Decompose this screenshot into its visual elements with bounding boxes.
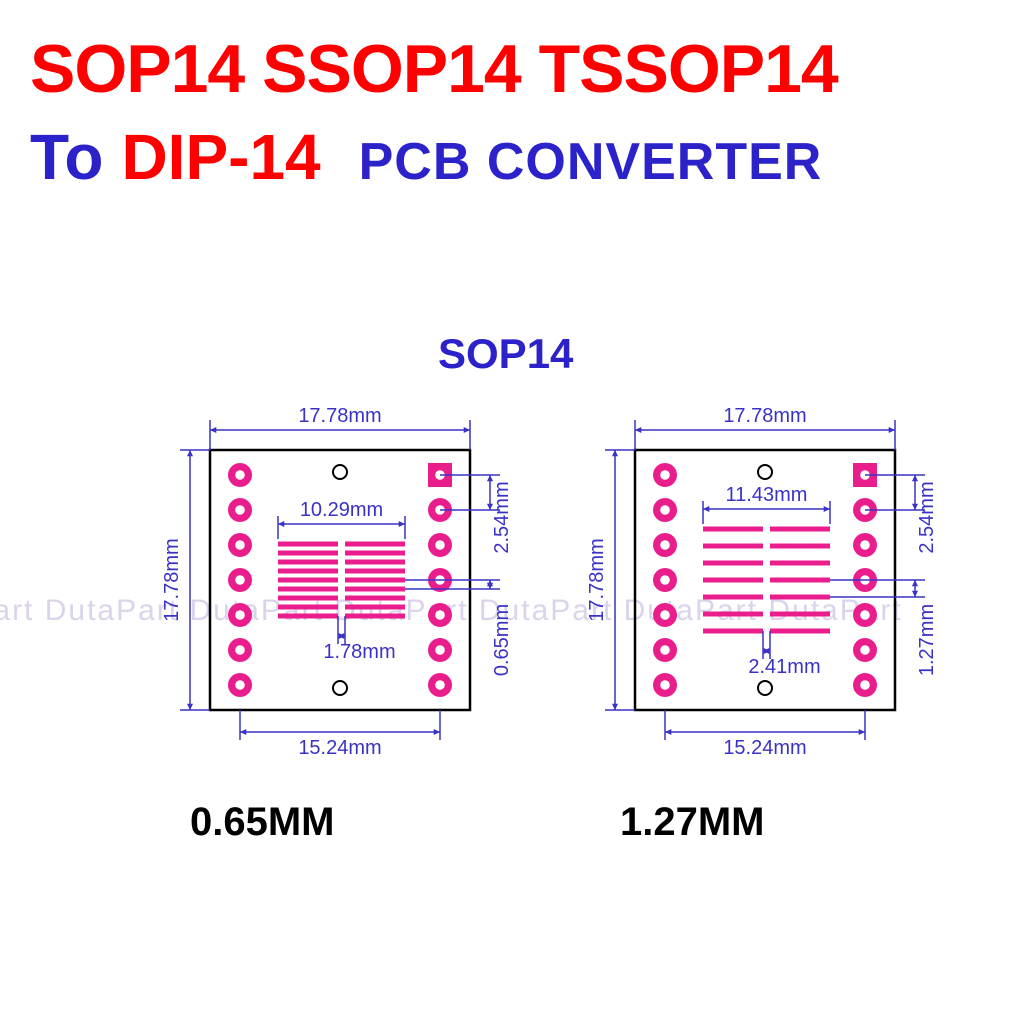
svg-text:1.78mm: 1.78mm xyxy=(323,641,395,663)
svg-text:0.65mm: 0.65mm xyxy=(491,604,513,676)
svg-text:15.24mm: 15.24mm xyxy=(723,737,806,759)
svg-text:2.54mm: 2.54mm xyxy=(491,481,513,553)
svg-text:17.78mm: 17.78mm xyxy=(723,405,806,427)
pcb-board-right: 17.78mm 17.78mm 2.54mm 1.27mm 11.43mm 2.41mm 1… xyxy=(555,390,975,815)
svg-text:15.24mm: 15.24mm xyxy=(298,737,381,759)
svg-text:11.43mm: 11.43mm xyxy=(726,484,808,506)
title-to: To xyxy=(30,120,103,194)
title-pcb: PCB CONVERTER xyxy=(359,132,823,192)
svg-text:17.78mm: 17.78mm xyxy=(586,538,608,621)
svg-text:1.27mm: 1.27mm xyxy=(916,604,938,676)
caption-right: 1.27MM xyxy=(620,800,765,845)
svg-text:10.29mm: 10.29mm xyxy=(300,499,383,521)
title-line1: SOP14 SSOP14 TSSOP14 xyxy=(30,31,838,107)
svg-text:17.78mm: 17.78mm xyxy=(161,538,183,621)
title-dip: DIP-14 xyxy=(121,120,320,194)
caption-left: 0.65MM xyxy=(190,800,335,845)
svg-text:2.41mm: 2.41mm xyxy=(748,656,820,678)
sop14-label: SOP14 xyxy=(438,330,573,378)
pcb-board-left: 17.78mm 17.78mm 2.54mm 0.65mm 10.29mm 1.78mm 1… xyxy=(130,390,550,815)
svg-text:17.78mm: 17.78mm xyxy=(298,405,381,427)
svg-text:2.54mm: 2.54mm xyxy=(916,481,938,553)
